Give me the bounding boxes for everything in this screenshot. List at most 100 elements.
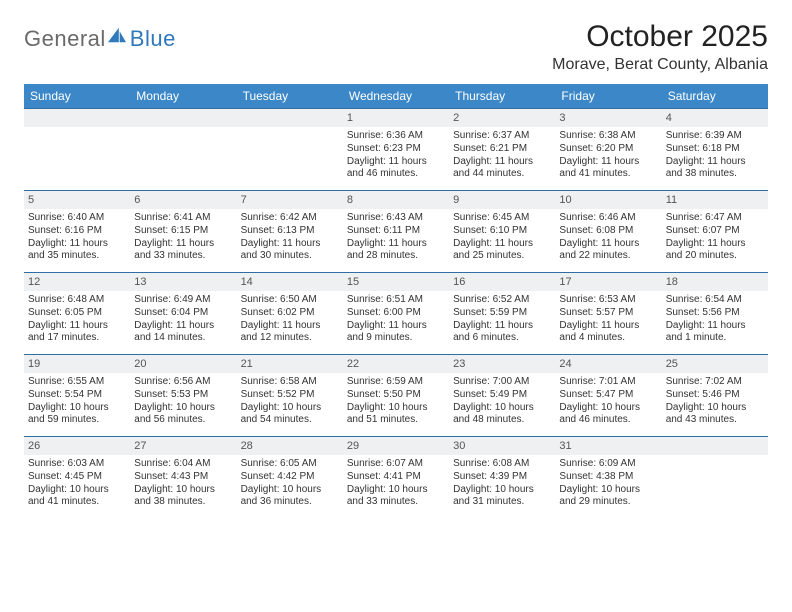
cell-body: Sunrise: 6:42 AMSunset: 6:13 PMDaylight:… xyxy=(241,212,339,263)
calendar-cell: 24Sunrise: 7:01 AMSunset: 5:47 PMDayligh… xyxy=(555,355,661,437)
calendar-cell: 20Sunrise: 6:56 AMSunset: 5:53 PMDayligh… xyxy=(130,355,236,437)
cell-body: Sunrise: 6:48 AMSunset: 6:05 PMDaylight:… xyxy=(28,294,126,345)
sunrise-text: Sunrise: 6:41 AM xyxy=(134,212,232,225)
calendar-cell: 9Sunrise: 6:45 AMSunset: 6:10 PMDaylight… xyxy=(449,191,555,273)
sunset-text: Sunset: 6:05 PM xyxy=(28,307,126,320)
calendar-cell xyxy=(24,109,130,191)
calendar-cell: 28Sunrise: 6:05 AMSunset: 4:42 PMDayligh… xyxy=(237,437,343,519)
calendar-cell: 30Sunrise: 6:08 AMSunset: 4:39 PMDayligh… xyxy=(449,437,555,519)
cell-body: Sunrise: 6:38 AMSunset: 6:20 PMDaylight:… xyxy=(559,130,657,181)
logo-sail-icon xyxy=(106,26,128,44)
calendar-cell: 5Sunrise: 6:40 AMSunset: 6:16 PMDaylight… xyxy=(24,191,130,273)
day-header-row: Sunday Monday Tuesday Wednesday Thursday… xyxy=(24,84,768,109)
day-number: 26 xyxy=(24,437,130,455)
sunrise-text: Sunrise: 6:07 AM xyxy=(347,458,445,471)
calendar-cell xyxy=(237,109,343,191)
sunset-text: Sunset: 6:11 PM xyxy=(347,225,445,238)
calendar-cell: 15Sunrise: 6:51 AMSunset: 6:00 PMDayligh… xyxy=(343,273,449,355)
calendar-cell: 7 Sunrise: 6:42 AMSunset: 6:13 PMDaylight… xyxy=(237,191,343,273)
calendar-cell: 13Sunrise: 6:49 AMSunset: 6:04 PMDayligh… xyxy=(130,273,236,355)
sunrise-text: Sunrise: 6:53 AM xyxy=(559,294,657,307)
day-number: 15 xyxy=(343,273,449,291)
day-number: 1 xyxy=(343,109,449,127)
sunset-text: Sunset: 6:08 PM xyxy=(559,225,657,238)
sunrise-text: Sunrise: 6:36 AM xyxy=(347,130,445,143)
header: General Blue October 2025 Morave, Berat … xyxy=(24,20,768,74)
daylight-text: Daylight: 10 hours and 59 minutes. xyxy=(28,402,126,428)
sunset-text: Sunset: 6:13 PM xyxy=(241,225,339,238)
daylight-text: Daylight: 11 hours and 22 minutes. xyxy=(559,238,657,264)
title-block: October 2025 Morave, Berat County, Alban… xyxy=(552,20,768,74)
sunrise-text: Sunrise: 6:40 AM xyxy=(28,212,126,225)
day-number: 7 xyxy=(237,191,343,209)
calendar-cell: 6Sunrise: 6:41 AMSunset: 6:15 PMDaylight… xyxy=(130,191,236,273)
cell-body: Sunrise: 7:02 AMSunset: 5:46 PMDaylight:… xyxy=(666,376,764,427)
day-number: 11 xyxy=(662,191,768,209)
sunrise-text: Sunrise: 6:38 AM xyxy=(559,130,657,143)
daylight-text: Daylight: 11 hours and 4 minutes. xyxy=(559,320,657,346)
daylight-text: Daylight: 11 hours and 25 minutes. xyxy=(453,238,551,264)
sunset-text: Sunset: 6:02 PM xyxy=(241,307,339,320)
calendar-cell: 21Sunrise: 6:58 AMSunset: 5:52 PMDayligh… xyxy=(237,355,343,437)
day-number: 13 xyxy=(130,273,236,291)
day-number: 14 xyxy=(237,273,343,291)
sunset-text: Sunset: 6:10 PM xyxy=(453,225,551,238)
day-number: 8 xyxy=(343,191,449,209)
daylight-text: Daylight: 11 hours and 20 minutes. xyxy=(666,238,764,264)
day-number: 3 xyxy=(555,109,661,127)
sunset-text: Sunset: 5:49 PM xyxy=(453,389,551,402)
sunset-text: Sunset: 4:39 PM xyxy=(453,471,551,484)
sunrise-text: Sunrise: 7:01 AM xyxy=(559,376,657,389)
sunset-text: Sunset: 4:43 PM xyxy=(134,471,232,484)
daylight-text: Daylight: 11 hours and 12 minutes. xyxy=(241,320,339,346)
sunset-text: Sunset: 6:16 PM xyxy=(28,225,126,238)
day-number: 16 xyxy=(449,273,555,291)
sunset-text: Sunset: 5:52 PM xyxy=(241,389,339,402)
cell-body: Sunrise: 6:45 AMSunset: 6:10 PMDaylight:… xyxy=(453,212,551,263)
cell-body: Sunrise: 6:59 AMSunset: 5:50 PMDaylight:… xyxy=(347,376,445,427)
day-number xyxy=(24,109,130,127)
cell-body: Sunrise: 6:54 AMSunset: 5:56 PMDaylight:… xyxy=(666,294,764,345)
day-label: Thursday xyxy=(449,84,555,109)
calendar-cell xyxy=(130,109,236,191)
day-number: 28 xyxy=(237,437,343,455)
sunrise-text: Sunrise: 6:55 AM xyxy=(28,376,126,389)
daylight-text: Daylight: 10 hours and 38 minutes. xyxy=(134,484,232,510)
day-number: 12 xyxy=(24,273,130,291)
calendar-cell: 14Sunrise: 6:50 AMSunset: 6:02 PMDayligh… xyxy=(237,273,343,355)
calendar-cell: 22Sunrise: 6:59 AMSunset: 5:50 PMDayligh… xyxy=(343,355,449,437)
calendar-cell: 29Sunrise: 6:07 AMSunset: 4:41 PMDayligh… xyxy=(343,437,449,519)
day-label: Sunday xyxy=(24,84,130,109)
calendar-cell: 3 Sunrise: 6:38 AMSunset: 6:20 PMDaylight… xyxy=(555,109,661,191)
daylight-text: Daylight: 11 hours and 44 minutes. xyxy=(453,156,551,182)
calendar-body: 1Sunrise: 6:36 AMSunset: 6:23 PMDaylight… xyxy=(24,109,768,519)
calendar-week-row: 12Sunrise: 6:48 AMSunset: 6:05 PMDayligh… xyxy=(24,273,768,355)
daylight-text: Daylight: 10 hours and 56 minutes. xyxy=(134,402,232,428)
day-number: 25 xyxy=(662,355,768,373)
sunset-text: Sunset: 6:00 PM xyxy=(347,307,445,320)
daylight-text: Daylight: 10 hours and 31 minutes. xyxy=(453,484,551,510)
sunrise-text: Sunrise: 6:48 AM xyxy=(28,294,126,307)
daylight-text: Daylight: 10 hours and 54 minutes. xyxy=(241,402,339,428)
calendar-cell: 8Sunrise: 6:43 AMSunset: 6:11 PMDaylight… xyxy=(343,191,449,273)
cell-body: Sunrise: 6:09 AMSunset: 4:38 PMDaylight:… xyxy=(559,458,657,509)
logo-text-general: General xyxy=(24,26,106,52)
day-label: Friday xyxy=(555,84,661,109)
daylight-text: Daylight: 11 hours and 28 minutes. xyxy=(347,238,445,264)
sunset-text: Sunset: 6:15 PM xyxy=(134,225,232,238)
daylight-text: Daylight: 10 hours and 41 minutes. xyxy=(28,484,126,510)
daylight-text: Daylight: 11 hours and 9 minutes. xyxy=(347,320,445,346)
day-label: Tuesday xyxy=(237,84,343,109)
day-number: 20 xyxy=(130,355,236,373)
sunset-text: Sunset: 5:54 PM xyxy=(28,389,126,402)
calendar-week-row: 26Sunrise: 6:03 AMSunset: 4:45 PMDayligh… xyxy=(24,437,768,519)
day-number: 27 xyxy=(130,437,236,455)
day-number: 4 xyxy=(662,109,768,127)
cell-body: Sunrise: 6:58 AMSunset: 5:52 PMDaylight:… xyxy=(241,376,339,427)
cell-body: Sunrise: 6:41 AMSunset: 6:15 PMDaylight:… xyxy=(134,212,232,263)
day-number: 10 xyxy=(555,191,661,209)
location: Morave, Berat County, Albania xyxy=(552,56,768,74)
calendar-cell xyxy=(662,437,768,519)
day-label: Saturday xyxy=(662,84,768,109)
sunrise-text: Sunrise: 7:00 AM xyxy=(453,376,551,389)
